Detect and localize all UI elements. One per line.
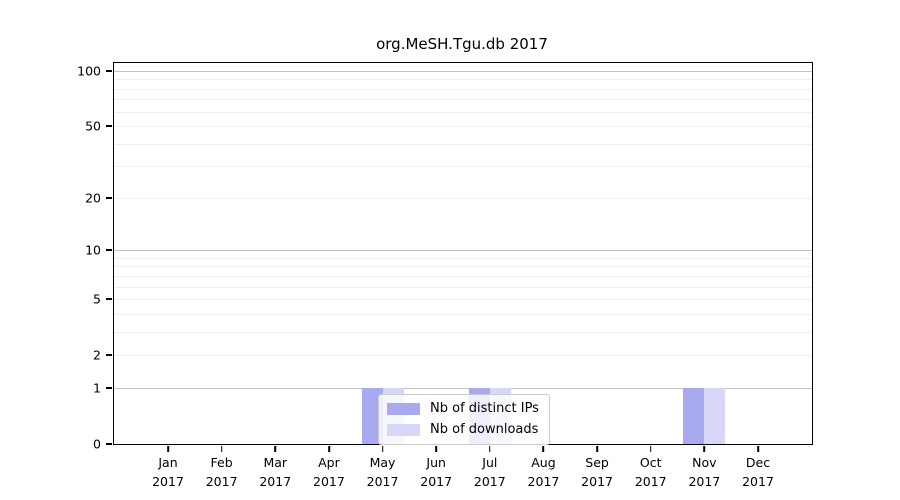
legend-label-distinct-ips: Nb of distinct IPs <box>430 401 539 416</box>
gridline-minor-50 <box>114 126 812 128</box>
x-tick-jan <box>167 445 169 452</box>
x-tick-may <box>381 445 384 452</box>
gridline-major-100 <box>114 71 812 72</box>
gridline-minor-7 <box>114 275 812 277</box>
x-tick-label-sep: Sep 2017 <box>581 455 613 489</box>
y-tick-10 <box>106 249 112 251</box>
legend: Nb of distinct IPs Nb of downloads <box>378 394 550 445</box>
legend-label-downloads: Nb of downloads <box>430 422 539 437</box>
x-tick-label-feb: Feb 2017 <box>205 455 238 489</box>
legend-item-distinct-ips: Nb of distinct IPs <box>387 401 539 416</box>
gridline-minor-8 <box>114 266 812 268</box>
x-tick-label-jun: Jun 2017 <box>420 455 453 489</box>
y-tick-label-5: 5 <box>93 291 101 307</box>
gridline-minor-4 <box>114 313 812 315</box>
chart-title: org.MeSH.Tgu.db 2017 <box>376 35 548 53</box>
x-tick-label-aug: Aug 2017 <box>527 455 560 489</box>
y-tick-label-0: 0 <box>93 436 101 452</box>
legend-swatch-distinct-ips <box>387 402 420 415</box>
gridline-minor-40 <box>114 143 812 145</box>
gridline-minor-6 <box>114 286 812 288</box>
x-tick-mar <box>274 445 277 452</box>
gridline-major-10 <box>114 250 812 252</box>
y-tick-label-20: 20 <box>85 190 101 206</box>
gridline-minor-3 <box>114 331 812 333</box>
x-tick-nov <box>703 445 706 452</box>
x-tick-label-nov: Nov 2017 <box>688 455 721 489</box>
gridline-minor-80 <box>114 88 812 90</box>
gridline-minor-30 <box>114 166 812 168</box>
x-tick-label-jul: Jul 2017 <box>473 455 506 489</box>
legend-item-downloads: Nb of downloads <box>387 422 539 437</box>
x-tick-label-dec: Dec 2017 <box>742 455 774 489</box>
y-tick-label-1: 1 <box>93 380 101 396</box>
y-tick-label-10: 10 <box>85 242 101 258</box>
y-tick-5 <box>106 298 112 300</box>
y-tick-50 <box>106 125 112 128</box>
gridline-minor-90 <box>114 79 812 81</box>
x-tick-aug <box>542 445 545 452</box>
y-tick-20 <box>106 197 112 199</box>
gridline-minor-60 <box>114 111 812 113</box>
gridline-minor-20 <box>114 197 812 199</box>
x-tick-oct <box>649 445 652 452</box>
y-tick-0 <box>106 443 112 445</box>
y-tick-label-50: 50 <box>85 118 101 134</box>
bar-distinct-ips-nov <box>683 387 705 444</box>
bar-distinct-ips-may <box>361 387 383 444</box>
bar-downloads-nov <box>704 387 726 444</box>
x-tick-feb <box>220 445 223 452</box>
x-tick-label-may: May 2017 <box>366 455 399 489</box>
gridline-minor-2 <box>114 355 812 357</box>
y-tick-label-100: 100 <box>77 63 101 79</box>
plot-area: Nb of distinct IPs Nb of downloads 0 1 2 5 1… <box>77 62 813 489</box>
legend-swatch-downloads <box>387 423 420 436</box>
x-tick-label-jan: Jan 2017 <box>152 455 184 489</box>
x-tick-jul <box>489 445 491 452</box>
gridline-major-1 <box>114 387 812 389</box>
x-tick-sep <box>596 445 598 452</box>
x-tick-jun <box>435 445 437 452</box>
gridline-minor-9 <box>114 257 812 259</box>
y-tick-100 <box>106 70 112 72</box>
x-tick-label-mar: Mar 2017 <box>259 455 292 489</box>
gridline-minor-5 <box>114 299 812 301</box>
y-tick-1 <box>106 387 112 389</box>
x-tick-label-oct: Oct 2017 <box>634 455 667 489</box>
x-tick-apr <box>328 445 330 452</box>
y-tick-2 <box>106 354 112 356</box>
gridline-minor-70 <box>114 99 812 101</box>
x-tick-dec <box>757 445 759 452</box>
y-tick-label-2: 2 <box>93 347 101 363</box>
x-tick-label-apr: Apr 2017 <box>313 455 345 489</box>
